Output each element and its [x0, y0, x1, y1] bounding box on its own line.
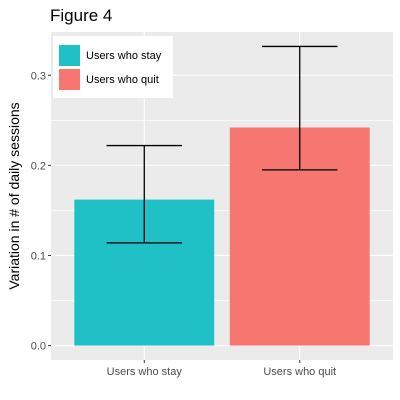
y-tick-label: 0.1 — [31, 250, 46, 262]
legend-label-users-who-stay: Users who stay — [86, 50, 162, 62]
legend: Users who stay Users who quit — [53, 36, 173, 98]
y-axis-title: Variation in # of daily sessions — [6, 102, 22, 289]
x-axis: Users who stay Users who quit — [107, 360, 336, 378]
x-tick-label: Users who quit — [263, 366, 336, 378]
x-tick-label: Users who stay — [107, 366, 183, 378]
y-axis: 0.0 0.1 0.2 0.3 — [31, 70, 51, 353]
y-tick-label: 0.0 — [31, 341, 46, 353]
legend-key-users-who-quit — [59, 69, 80, 90]
y-tick-label: 0.3 — [31, 70, 46, 82]
legend-key-users-who-stay — [59, 45, 80, 66]
legend-label-users-who-quit: Users who quit — [86, 74, 159, 86]
y-tick-label: 0.2 — [31, 160, 46, 172]
error-bars — [106, 45, 338, 244]
chart-title: Figure 4 — [50, 6, 112, 25]
